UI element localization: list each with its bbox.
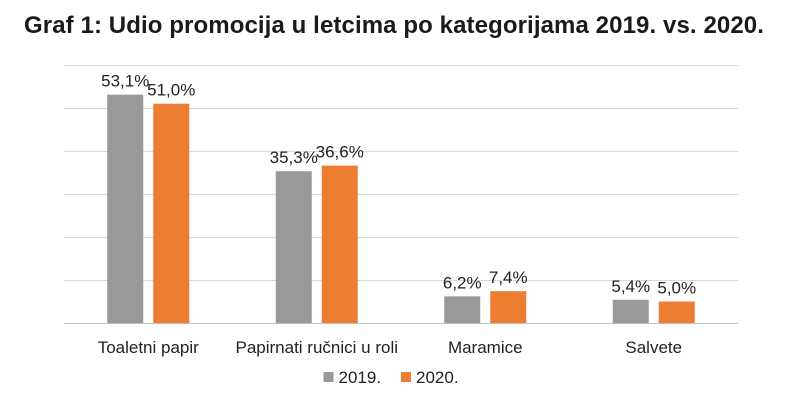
legend-swatch — [401, 372, 411, 382]
category-label: Papirnati ručnici u roli — [235, 338, 398, 357]
bar-series1 — [107, 94, 144, 323]
category-labels: Toaletni papir Papirnati ručnici u roli Ma… — [98, 338, 682, 357]
category-label: Maramice — [448, 338, 523, 357]
category-label: Salvete — [625, 338, 682, 357]
bar-series2 — [153, 103, 190, 323]
bars — [107, 94, 695, 323]
data-label: 35,3% — [270, 148, 318, 167]
chart-title: Graf 1: Udio promocija u letcima po kate… — [23, 12, 765, 39]
category-label: Toaletni papir — [98, 338, 199, 357]
data-label: 36,6% — [316, 143, 364, 162]
bar-series1 — [612, 299, 649, 323]
data-label: 51,0% — [147, 81, 195, 100]
bar-series2 — [658, 301, 695, 323]
bar-series2 — [490, 291, 527, 323]
legend-label: 2020. — [416, 368, 459, 387]
legend: 2019. 2020. — [323, 368, 459, 387]
legend-swatch — [323, 372, 334, 382]
data-label: 5,4% — [611, 277, 650, 296]
bar-series1 — [444, 296, 481, 323]
data-label: 5,0% — [657, 279, 696, 298]
bar-series2 — [321, 165, 358, 323]
data-labels: 53,1%51,0% 35,3%36,6% 6,2% 7,4% 5,4% 5,0% — [101, 72, 696, 298]
data-label: 6,2% — [443, 273, 482, 292]
data-label: 53,1% — [101, 72, 149, 91]
legend-label: 2019. — [339, 368, 382, 387]
bar-series1 — [275, 171, 312, 323]
data-label: 7,4% — [489, 268, 528, 287]
